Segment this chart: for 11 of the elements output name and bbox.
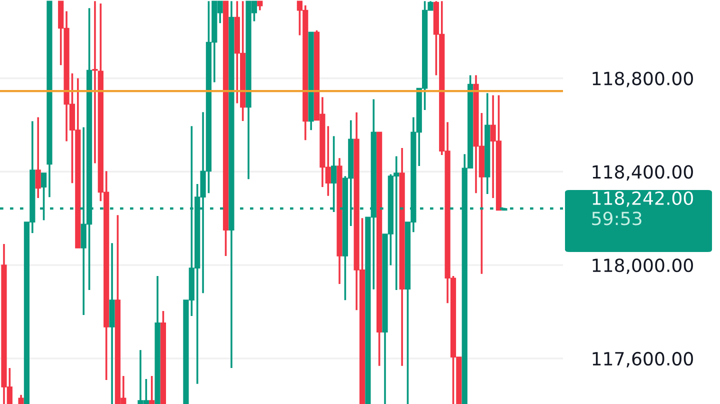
candlestick <box>92 0 98 164</box>
candlestick <box>35 116 41 199</box>
y-tick-label: 117,600.00 <box>592 352 693 368</box>
ref-line-label: 118,242.00 <box>592 191 693 207</box>
y-tick-label: 118,000.00 <box>592 258 693 274</box>
candlestick <box>18 394 24 404</box>
y-tick-label: 118,800.00 <box>592 72 693 88</box>
candlestick <box>257 0 263 12</box>
text: 59:53 <box>592 212 642 226</box>
y-tick-label: 118,400.00 <box>592 165 693 181</box>
candlestick <box>149 375 155 404</box>
